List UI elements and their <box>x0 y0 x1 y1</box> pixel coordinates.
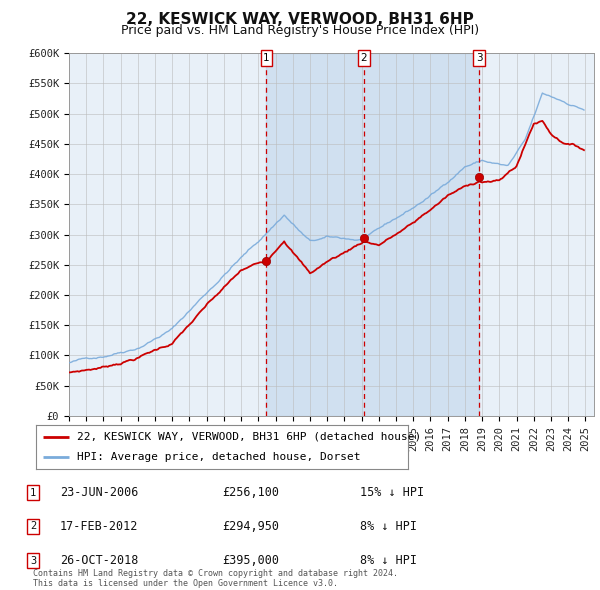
Text: 22, KESWICK WAY, VERWOOD, BH31 6HP (detached house): 22, KESWICK WAY, VERWOOD, BH31 6HP (deta… <box>77 432 421 442</box>
Text: 8% ↓ HPI: 8% ↓ HPI <box>360 520 417 533</box>
Text: £395,000: £395,000 <box>222 554 279 567</box>
Text: 23-JUN-2006: 23-JUN-2006 <box>60 486 139 499</box>
Text: 22, KESWICK WAY, VERWOOD, BH31 6HP: 22, KESWICK WAY, VERWOOD, BH31 6HP <box>126 12 474 27</box>
Text: 8% ↓ HPI: 8% ↓ HPI <box>360 554 417 567</box>
Text: 2: 2 <box>30 522 36 531</box>
Text: 3: 3 <box>30 556 36 565</box>
Text: Contains HM Land Registry data © Crown copyright and database right 2024.
This d: Contains HM Land Registry data © Crown c… <box>33 569 398 588</box>
Text: Price paid vs. HM Land Registry's House Price Index (HPI): Price paid vs. HM Land Registry's House … <box>121 24 479 37</box>
Text: £294,950: £294,950 <box>222 520 279 533</box>
Text: 15% ↓ HPI: 15% ↓ HPI <box>360 486 424 499</box>
Text: 17-FEB-2012: 17-FEB-2012 <box>60 520 139 533</box>
Text: 1: 1 <box>263 53 270 63</box>
Text: 2: 2 <box>361 53 367 63</box>
Text: 26-OCT-2018: 26-OCT-2018 <box>60 554 139 567</box>
Text: 3: 3 <box>476 53 482 63</box>
Text: £256,100: £256,100 <box>222 486 279 499</box>
Bar <box>266 53 479 416</box>
Text: 1: 1 <box>30 488 36 497</box>
Text: HPI: Average price, detached house, Dorset: HPI: Average price, detached house, Dors… <box>77 452 361 462</box>
